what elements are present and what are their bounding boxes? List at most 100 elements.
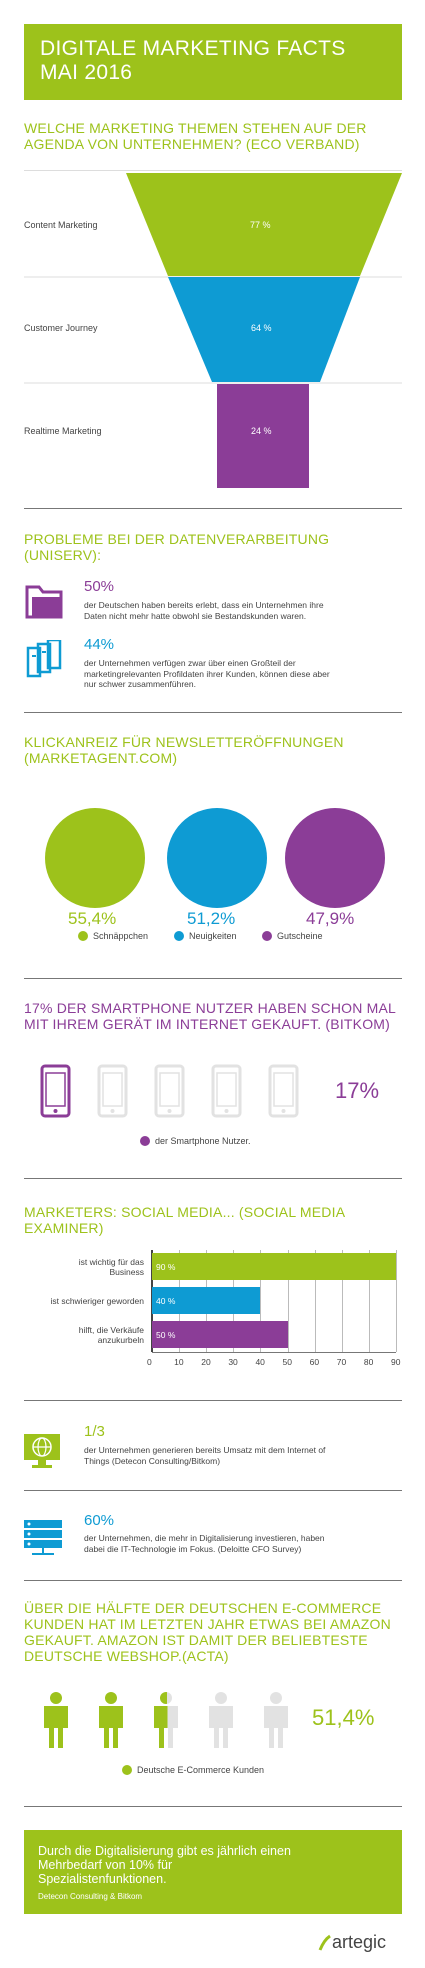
problem-2-text-line3: nur schwer zusammenführen.: [84, 679, 196, 689]
legend-label: der Smartphone Nutzer.: [155, 1136, 251, 1146]
bar-value-label: 50 %: [156, 1329, 176, 1340]
ecommerce-section-title: ÜBER DIE HÄLFTE DER DEUTSCHEN E-COMMERCE…: [24, 1600, 404, 1664]
data-stack-icon: [26, 640, 62, 678]
iot-value: 1/3: [84, 1423, 105, 1440]
legend-item: Gutscheine: [262, 931, 323, 941]
circle-2-value: 51,2%: [187, 909, 236, 928]
divider: [24, 1490, 402, 1491]
circle-gutscheine: [285, 808, 385, 908]
x-tick-label: 30: [228, 1357, 238, 1367]
problem-2-text-line1: der Unternehmen verfügen zwar über einen…: [84, 658, 296, 668]
problem-1-text-line2: Daten nicht mehr hatte obwohl sie Bestan…: [84, 610, 307, 621]
ecommerce-legend: Deutsche E-Commerce Kunden: [122, 1765, 264, 1775]
smartphone-icon: [211, 1064, 242, 1118]
globe-monitor-icon: [24, 1434, 60, 1468]
bar-value-label: 90 %: [156, 1261, 176, 1272]
smartphone-icon: [154, 1064, 185, 1118]
x-axis-line: [152, 1352, 396, 1353]
bar: 40 %: [152, 1286, 261, 1314]
x-tick-label: 10: [174, 1357, 184, 1367]
y-category-label: ist schwieriger geworden: [50, 1296, 144, 1306]
funnel-value-1: 77 %: [250, 220, 271, 230]
legend-label: Schnäppchen: [93, 931, 149, 941]
x-tick-label: 40: [255, 1357, 265, 1367]
iot-text-line1: der Unternehmen generieren bereits Umsat…: [84, 1445, 326, 1455]
social-title-line2: EXAMINER): [24, 1220, 104, 1236]
bar-value-label: 40 %: [156, 1295, 176, 1306]
grid-line: [260, 1250, 262, 1352]
social-section-title: MARKETERS: SOCIAL MEDIA... (SOCIAL MEDIA…: [24, 1204, 404, 1236]
newsletter-title-line1: KLICKANREIZ FÜR NEWSLETTERÖFFNUNGEN: [24, 734, 344, 750]
problems-title-line2: (UNISERV):: [24, 547, 102, 563]
person-icon: [209, 1692, 233, 1748]
legend-label: Neuigkeiten: [189, 931, 237, 941]
header-banner: DIGITALE MARKETING FACTS MAI 2016: [24, 24, 402, 100]
digital-text: der Unternehmen, die mehr in Digitalisie…: [84, 1533, 325, 1554]
footer-source: Detecon Consulting & Bitkom: [38, 1892, 143, 1901]
page-title-line1: DIGITALE MARKETING FACTS: [40, 37, 346, 60]
funnel-title-line2: AGENDA VON UNTERNEHMEN? (ECO VERBAND): [24, 136, 360, 152]
person-icon: [264, 1692, 288, 1748]
footer-text: Durch die Digitalisierung gibt es jährli…: [38, 1844, 291, 1886]
funnel-label-2: Customer Journey: [24, 323, 98, 333]
iot-text: der Unternehmen generieren bereits Umsat…: [84, 1445, 325, 1466]
person-icon: [44, 1692, 68, 1748]
grid-line: [341, 1250, 343, 1352]
legend-item: Neuigkeiten: [174, 931, 237, 941]
legend-dot: [174, 931, 184, 941]
smartphone-section-title: 17% DER SMARTPHONE NUTZER HABEN SCHON MA…: [24, 1000, 404, 1032]
circle-neuigkeiten: [167, 808, 267, 908]
divider: [24, 1806, 402, 1807]
divider: [24, 978, 402, 979]
funnel-value-2: 64 %: [251, 323, 272, 333]
smartphone-title-line1: 17% DER SMARTPHONE NUTZER HABEN SCHON MA…: [24, 1000, 397, 1016]
funnel-segment-realtime-marketing: [217, 384, 309, 488]
iot-text-line2: Things (Detecon Consulting/Bitkom): [84, 1455, 221, 1466]
problem-1-text: der Deutschen haben bereits erlebt, dass…: [84, 600, 324, 621]
x-tick-label: 90: [391, 1357, 401, 1367]
x-tick-label: 70: [336, 1357, 347, 1367]
people-row: [44, 1692, 288, 1748]
problems-section-title: PROBLEME BEI DER DATENVERARBEITUNG (UNIS…: [24, 531, 404, 563]
footer-line3: Spezialistenfunktionen.: [38, 1872, 167, 1886]
x-tick-label: 80: [363, 1357, 374, 1367]
x-tick-label: 60: [309, 1357, 320, 1367]
legend-item: Schnäppchen: [78, 931, 148, 941]
ecommerce-title-line1: ÜBER DIE HÄLFTE DER DEUTSCHEN E-COMMERCE: [24, 1600, 382, 1616]
bar: 90 %: [152, 1252, 396, 1280]
grid-line: [396, 1250, 397, 1352]
funnel-chart: [24, 170, 402, 488]
grid-line: [368, 1250, 370, 1352]
footer-banner: Durch die Digitalisierung gibt es jährli…: [24, 1830, 402, 1914]
brand-mark-icon: [318, 1934, 331, 1951]
circle-schnaeppchen: [45, 808, 145, 908]
smartphone-legend: der Smartphone Nutzer.: [140, 1136, 251, 1146]
funnel-segment-content-marketing: [126, 173, 402, 276]
smartphone-icon: [268, 1064, 299, 1118]
digital-text-line1: der Unternehmen, die mehr in Digitalisie…: [84, 1533, 325, 1543]
divider: [24, 1178, 402, 1179]
ecommerce-title-line2: KUNDEN HAT IM LETZTEN JAHR ETWAS BEI AMA…: [24, 1616, 391, 1632]
newsletter-section-title: KLICKANREIZ FÜR NEWSLETTERÖFFNUNGEN (MAR…: [24, 734, 404, 766]
problem-1-value: 50%: [84, 578, 115, 595]
grid-line: [314, 1250, 316, 1352]
legend-dot: [262, 931, 272, 941]
divider: [24, 1400, 402, 1401]
problem-2-value: 44%: [84, 636, 115, 653]
ecommerce-title-line3: GEKAUFT. AMAZON IST DAMIT DER BELIEBTEST…: [24, 1632, 368, 1648]
funnel-label-3: Realtime Marketing: [24, 426, 102, 436]
digital-value: 60%: [84, 1512, 115, 1529]
ecommerce-title-line4: DEUTSCHE WEBSHOP.(ACTA): [24, 1648, 229, 1664]
legend-dot: [122, 1765, 132, 1775]
x-tick-label: 0: [147, 1357, 152, 1367]
smartphone-icon: [40, 1064, 71, 1118]
grid-line: [287, 1250, 289, 1352]
legend-dot: [140, 1136, 150, 1146]
ecommerce-value: 51,4%: [312, 1705, 375, 1730]
person-icon: [99, 1692, 123, 1748]
page-title: DIGITALE MARKETING FACTS MAI 2016: [40, 37, 346, 85]
funnel-label-1: Content Marketing: [24, 220, 98, 230]
problem-2-text-line2: marketingrelevanten Profildaten ihrer Ku…: [84, 668, 330, 679]
social-title-line1: MARKETERS: SOCIAL MEDIA... (SOCIAL MEDIA: [24, 1204, 346, 1220]
funnel-segment-customer-journey: [168, 277, 360, 382]
